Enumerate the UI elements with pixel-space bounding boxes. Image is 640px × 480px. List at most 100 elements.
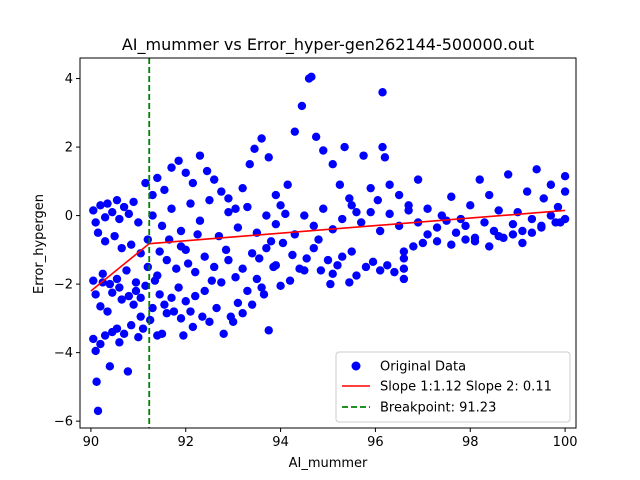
data-point	[224, 207, 233, 217]
legend: Original Data Slope 1:1.12 Slope 2: 0.11 B…	[335, 351, 571, 423]
data-point	[345, 278, 354, 287]
data-point	[281, 209, 290, 219]
data-point	[100, 331, 110, 340]
data-point	[108, 207, 117, 217]
data-point	[231, 204, 240, 213]
data-point	[560, 187, 570, 196]
data-point	[191, 267, 200, 277]
data-point	[186, 307, 195, 316]
data-point	[131, 286, 141, 296]
data-point	[399, 247, 409, 256]
data-point	[200, 252, 209, 261]
data-point	[375, 266, 385, 275]
data-point	[418, 238, 428, 248]
data-point	[409, 242, 418, 251]
data-point	[134, 333, 143, 342]
data-point	[205, 195, 214, 205]
data-point	[311, 132, 321, 141]
data-point	[141, 178, 150, 188]
data-point	[98, 269, 107, 279]
data-point	[271, 219, 281, 229]
data-point	[167, 204, 176, 213]
x-tick-label: 94	[272, 435, 289, 450]
data-point	[432, 223, 442, 232]
data-point	[119, 329, 129, 338]
data-point	[247, 300, 257, 309]
data-point	[252, 274, 262, 284]
data-point	[176, 242, 186, 251]
x-tick-label: 90	[83, 435, 100, 450]
data-point	[91, 218, 100, 227]
legend-marker-data	[351, 361, 361, 371]
data-point	[243, 202, 252, 212]
data-point	[136, 249, 145, 258]
data-point	[131, 278, 141, 287]
x-axis-label: AI_mummer	[289, 456, 368, 471]
data-point	[162, 255, 171, 265]
data-point	[134, 218, 143, 227]
data-point	[174, 156, 183, 165]
data-point	[108, 288, 117, 297]
x-axis: 90 92 94 96 98 100	[83, 428, 578, 450]
legend-label-breakpoint: Breakpoint: 91.23	[380, 401, 496, 416]
data-point	[485, 242, 494, 251]
x-tick-label: 96	[367, 435, 384, 450]
data-point	[183, 259, 193, 268]
x-tick-label: 98	[462, 435, 479, 450]
data-point	[560, 171, 570, 181]
data-point	[257, 134, 266, 143]
data-point	[157, 221, 167, 231]
data-point	[122, 266, 131, 275]
data-point	[212, 303, 221, 313]
data-point	[129, 300, 138, 309]
legend-label-fit: Slope 1:1.12 Slope 2: 0.11	[380, 380, 552, 395]
data-point	[176, 226, 186, 236]
data-point	[160, 300, 169, 309]
data-point	[176, 314, 186, 323]
data-point	[198, 312, 207, 321]
data-point	[352, 207, 361, 217]
data-point	[276, 281, 285, 291]
data-point	[117, 243, 126, 253]
data-point	[278, 238, 288, 248]
data-point	[276, 201, 285, 210]
data-point	[100, 213, 110, 222]
data-point	[288, 250, 297, 260]
data-point	[539, 194, 548, 203]
data-point	[103, 199, 112, 208]
data-point	[148, 303, 157, 313]
data-point	[423, 204, 432, 213]
data-point	[285, 276, 295, 285]
data-point	[91, 290, 100, 299]
data-point	[352, 271, 361, 280]
y-axis: −6 −4 −2 0 2 4	[54, 72, 80, 430]
data-point	[340, 142, 349, 152]
data-point	[96, 302, 105, 311]
data-point	[209, 175, 219, 184]
data-point	[157, 329, 167, 338]
data-point	[262, 243, 271, 253]
data-point	[238, 183, 247, 193]
data-point	[167, 163, 176, 172]
data-point	[466, 201, 475, 210]
data-point	[537, 221, 546, 231]
data-point	[383, 261, 392, 270]
data-point	[221, 245, 231, 255]
data-point	[503, 170, 513, 179]
data-point	[127, 321, 136, 330]
data-point	[191, 291, 200, 301]
data-point	[518, 226, 527, 236]
data-point	[119, 202, 129, 212]
data-point	[174, 283, 183, 292]
data-point	[148, 211, 157, 220]
data-point	[257, 283, 266, 292]
data-point	[96, 201, 105, 210]
data-point	[378, 88, 387, 97]
data-point	[233, 223, 243, 232]
data-point	[243, 286, 252, 296]
data-point	[399, 274, 409, 284]
data-point	[112, 324, 122, 333]
data-point	[432, 237, 442, 246]
data-point	[89, 334, 98, 344]
data-point	[328, 269, 337, 279]
